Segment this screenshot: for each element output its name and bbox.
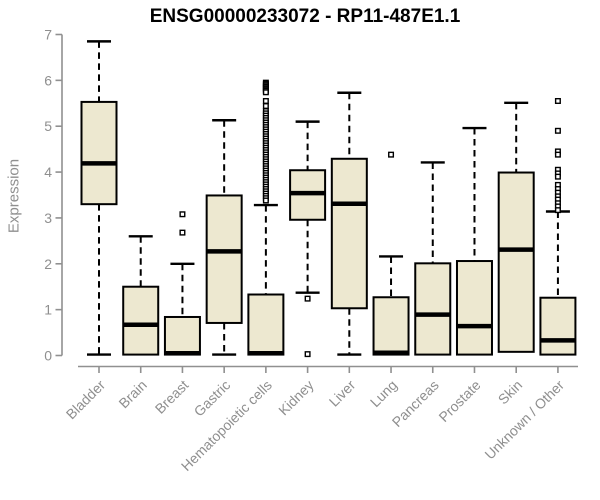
iqr-box [247,293,285,356]
y-tick-label: 3 [44,210,52,226]
outlier-point [262,89,269,96]
box-prostate [455,126,493,356]
x-tick-label-lung: Lung [367,377,400,410]
outlier-point [388,151,395,158]
x-tick-label-bladder: Bladder [63,377,109,423]
x-tick-label-kidney: Kidney [275,377,317,419]
outlier-point [304,351,311,358]
box-pancreas [414,161,452,356]
chart-title: ENSG00000233072 - RP11-487E1.1 [149,6,461,27]
box-lung [372,151,410,356]
box-skin [497,101,535,353]
iqr-box [414,262,452,356]
x-tick-label-liver: Liver [326,377,359,410]
y-tick-label: 2 [44,256,52,272]
outlier-point [554,151,561,158]
outlier-point [304,295,311,302]
y-tick-label: 1 [44,302,52,318]
iqr-box [539,296,577,356]
y-tick-label: 0 [44,348,52,364]
iqr-box [330,157,368,310]
x-tick-label-brain: Brain [115,377,149,411]
iqr-box [372,296,410,356]
y-tick-label: 6 [44,72,52,88]
iqr-box [497,171,535,353]
iqr-box [122,285,160,356]
outlier-point [554,97,561,104]
box-liver [330,91,368,356]
box-bladder [80,40,118,356]
iqr-box [455,260,493,356]
y-tick-label: 7 [44,27,52,43]
y-tick-label: 5 [44,118,52,134]
box-hematopoietic-cells [247,79,285,356]
x-tick-label-breast: Breast [152,377,192,417]
box-gastric [205,119,243,356]
x-tick-label-unknown-other: Unknown / Other [481,377,567,463]
box-kidney [289,120,327,358]
outlier-point [262,103,269,110]
box-unknown-other [539,97,577,356]
y-tick-label: 4 [44,164,52,180]
outlier-point [262,97,269,104]
iqr-box [80,100,118,206]
outlier-point [179,211,186,218]
outlier-point [554,173,561,180]
iqr-box [163,315,201,356]
outlier-point [554,207,561,214]
box-brain [122,235,160,356]
iqr-box [205,194,243,324]
x-tick-label-prostate: Prostate [435,377,483,425]
outlier-point [554,127,561,134]
outlier-point [262,197,269,204]
outlier-point [179,229,186,236]
x-tick-label-skin: Skin [495,377,526,408]
box-breast [163,211,201,356]
